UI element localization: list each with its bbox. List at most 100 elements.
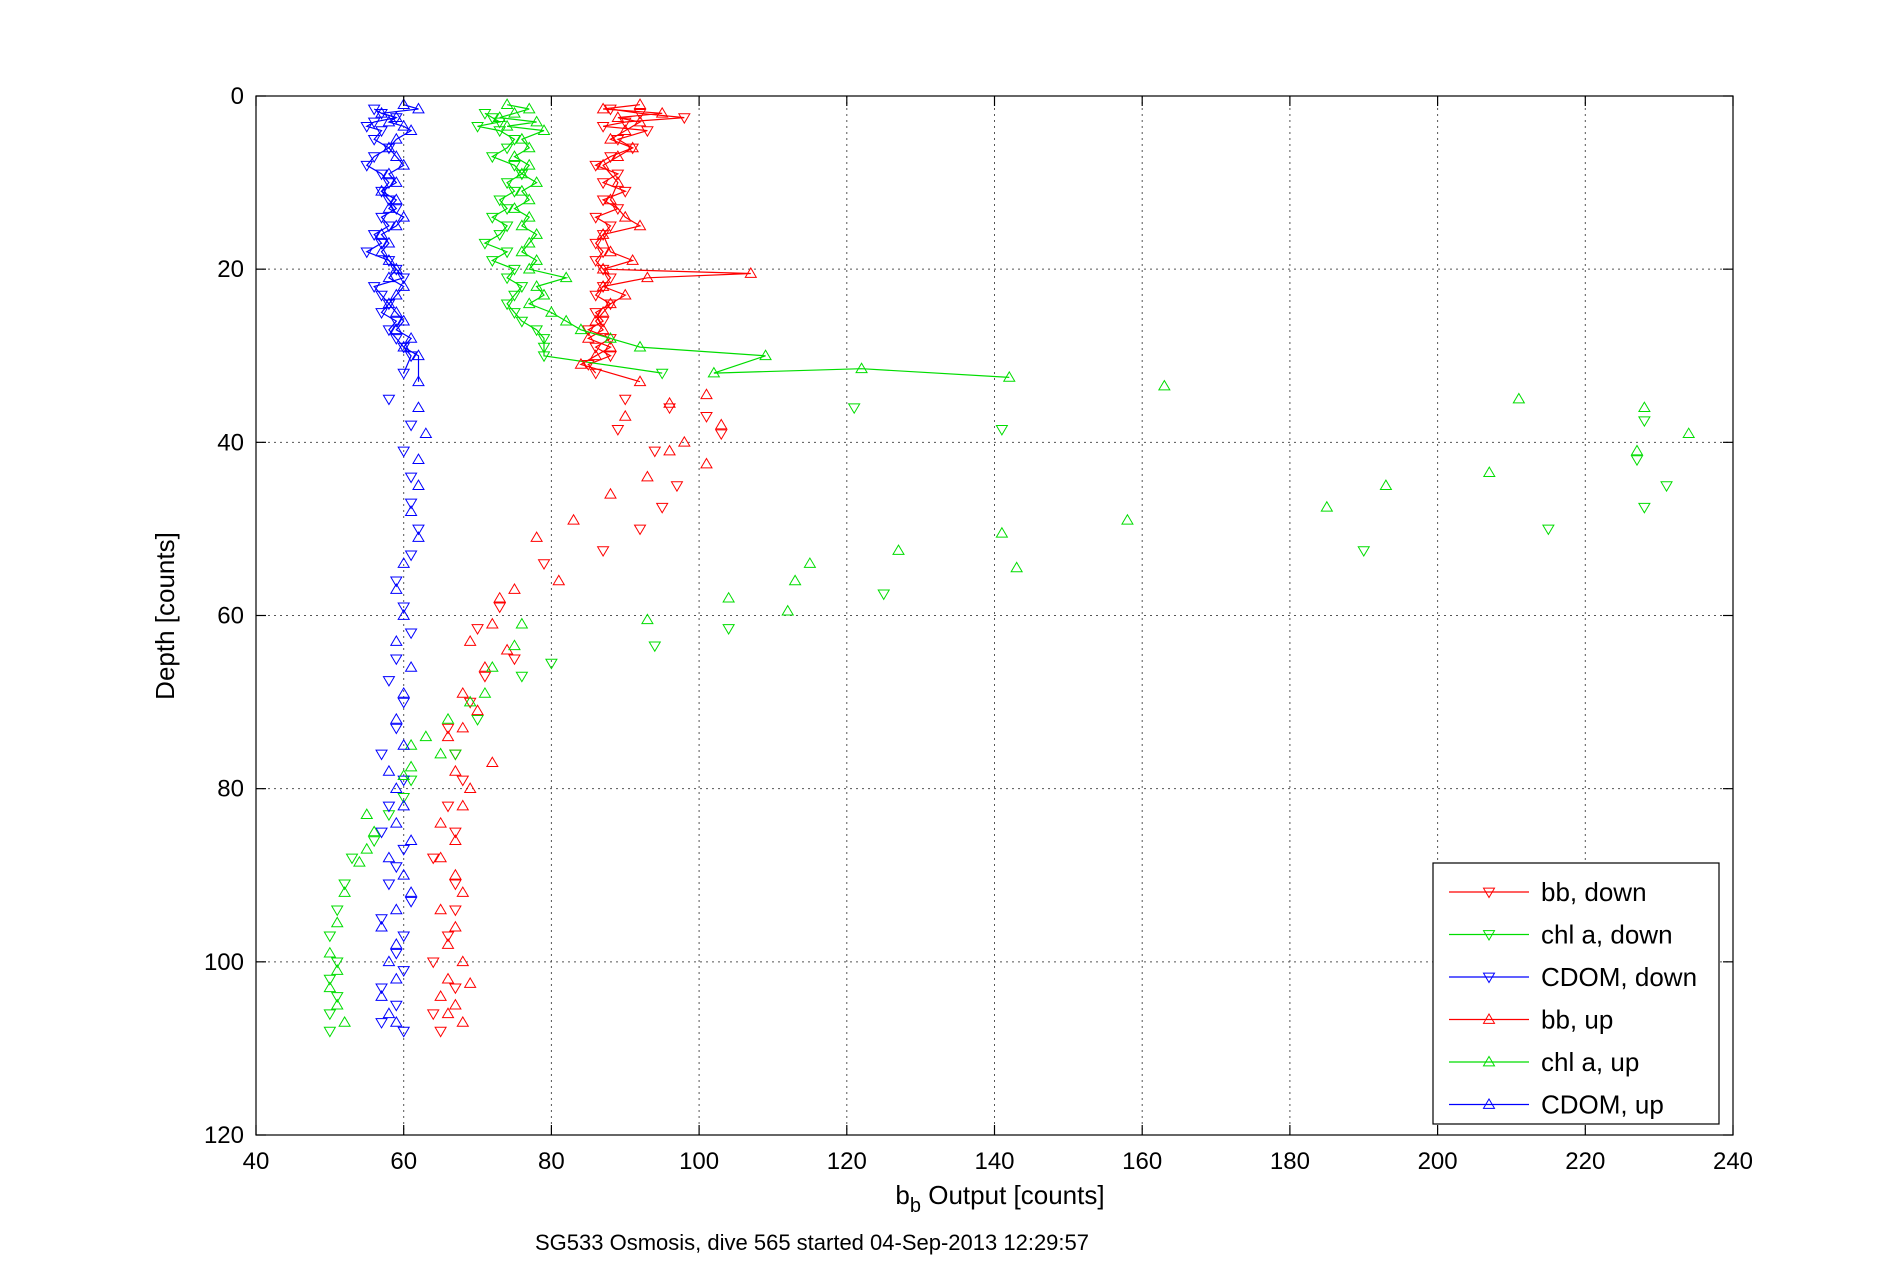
data-point	[522, 193, 536, 205]
data-point	[382, 167, 396, 179]
data-point	[367, 230, 381, 242]
data-point	[596, 279, 610, 291]
legend-marker	[1482, 930, 1496, 941]
data-point	[596, 323, 610, 335]
data-point	[382, 202, 396, 213]
data-point	[463, 634, 477, 646]
data-point	[508, 202, 521, 213]
data-point	[530, 325, 544, 337]
data-point	[389, 219, 403, 231]
data-point	[618, 124, 632, 135]
data-point	[419, 730, 433, 742]
data-point	[633, 375, 647, 387]
y-axis-label: Depth [counts]	[150, 532, 180, 700]
data-point	[397, 775, 411, 787]
data-point	[389, 264, 403, 276]
series-2	[360, 104, 425, 1038]
data-point	[389, 782, 403, 794]
data-point	[722, 624, 736, 635]
data-point	[626, 143, 640, 155]
legend-entry: bb, down	[1449, 877, 1647, 907]
data-point	[877, 589, 891, 601]
data-point	[485, 756, 499, 768]
data-point	[389, 654, 403, 666]
data-point	[633, 524, 647, 536]
data-point	[375, 989, 388, 1001]
data-point	[456, 799, 470, 811]
series-1	[323, 108, 1673, 1038]
data-point	[1482, 466, 1496, 477]
series-layer	[323, 98, 1696, 1038]
legend-entry: CDOM, down	[1449, 962, 1697, 992]
data-point	[537, 559, 551, 571]
data-point	[530, 115, 544, 127]
data-point	[604, 273, 617, 285]
data-point	[1121, 513, 1134, 525]
data-point	[559, 271, 573, 283]
data-point	[611, 204, 625, 216]
x-axis-label-subscript: b	[910, 1195, 921, 1217]
legend-label: CDOM, up	[1541, 1090, 1664, 1120]
data-point	[389, 723, 403, 735]
data-point	[389, 938, 403, 949]
data-point	[463, 976, 477, 988]
data-point	[530, 279, 544, 291]
data-point	[389, 288, 403, 300]
data-point	[618, 210, 632, 222]
data-point	[441, 938, 455, 949]
data-point	[375, 308, 388, 319]
legend-box	[1432, 862, 1720, 1125]
data-point	[382, 178, 396, 190]
data-point	[589, 308, 603, 319]
data-point	[611, 111, 625, 122]
data-point	[389, 712, 403, 724]
data-point	[404, 628, 418, 640]
data-point	[382, 143, 396, 155]
data-point	[522, 262, 536, 274]
data-point	[611, 150, 625, 161]
data-point	[537, 351, 551, 363]
data-point	[759, 349, 772, 361]
data-point	[389, 204, 403, 216]
data-point	[367, 282, 381, 293]
data-point	[478, 660, 492, 672]
data-point	[397, 279, 411, 291]
data-point	[412, 375, 425, 387]
x-tick-label: 220	[1565, 1148, 1605, 1175]
data-point	[515, 167, 529, 179]
data-point	[537, 288, 551, 300]
data-point	[412, 453, 425, 464]
legend-entry: bb, up	[1449, 1005, 1613, 1035]
data-point	[434, 851, 447, 863]
data-point	[382, 676, 396, 687]
x-tick-label: 40	[243, 1148, 270, 1175]
data-point	[367, 836, 381, 848]
data-point	[596, 264, 610, 276]
data-point	[611, 169, 625, 181]
data-point	[537, 334, 551, 345]
data-point	[449, 749, 462, 761]
data-point	[382, 221, 396, 233]
x-tick-label: 140	[974, 1148, 1014, 1175]
data-point	[574, 357, 588, 369]
series-line	[579, 104, 751, 383]
data-point	[456, 721, 470, 733]
data-point	[700, 388, 713, 400]
legend-marker	[1482, 1098, 1496, 1109]
x-tick-label: 240	[1713, 1148, 1753, 1175]
data-point	[389, 583, 403, 594]
data-point	[360, 808, 374, 819]
data-point	[478, 686, 492, 698]
series-4	[323, 98, 1696, 1027]
data-point	[375, 290, 388, 302]
data-point	[522, 236, 536, 248]
y-tick-labels: 0 20 40 60 80 100 120	[204, 83, 244, 1149]
data-point	[493, 602, 507, 614]
data-point	[404, 505, 418, 516]
data-point	[389, 132, 403, 144]
data-point	[892, 544, 905, 555]
data-point	[382, 141, 396, 153]
data-point	[449, 879, 462, 891]
data-point	[397, 119, 411, 131]
data-point	[500, 221, 514, 233]
